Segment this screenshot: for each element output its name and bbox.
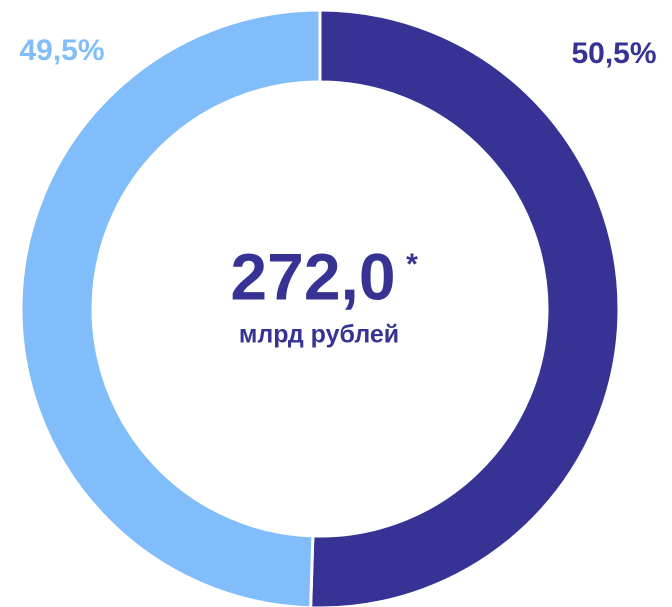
value-label: 50,5%	[571, 37, 656, 70]
donut	[19, 8, 621, 607]
donut-segment	[19, 8, 322, 607]
center-value: 272,0	[230, 239, 395, 313]
donut-segment	[309, 8, 621, 607]
value-label: 49,5%	[19, 34, 104, 67]
center-unit: млрд рублей	[239, 321, 399, 349]
center-mark: *	[406, 248, 418, 281]
